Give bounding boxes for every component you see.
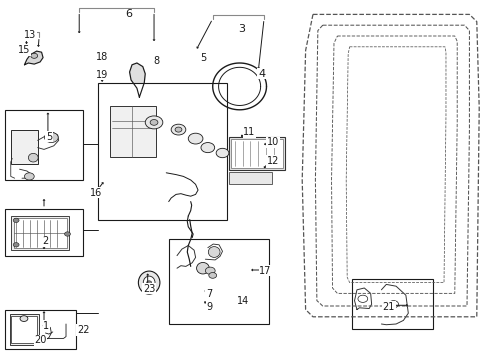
Ellipse shape [138, 271, 160, 294]
Bar [11, 216, 69, 250]
Text: 12: 12 [266, 156, 279, 166]
Ellipse shape [13, 218, 19, 222]
Text: 20: 20 [34, 335, 47, 345]
Ellipse shape [143, 276, 155, 289]
Ellipse shape [216, 148, 228, 158]
Ellipse shape [44, 132, 58, 143]
Ellipse shape [188, 133, 203, 144]
Ellipse shape [175, 127, 182, 132]
Polygon shape [177, 246, 195, 268]
Ellipse shape [357, 295, 367, 302]
Text: 2: 2 [42, 236, 48, 246]
Text: 23: 23 [142, 284, 155, 294]
Text: 5: 5 [200, 53, 205, 63]
Text: 8: 8 [153, 56, 159, 66]
Polygon shape [24, 51, 43, 65]
Text: 10: 10 [266, 137, 279, 147]
Ellipse shape [201, 143, 214, 153]
Bar [168, 239, 268, 324]
Text: 18: 18 [95, 51, 108, 62]
Bar [110, 106, 156, 157]
Text: 17: 17 [259, 266, 271, 276]
Ellipse shape [146, 281, 151, 284]
Text: 19: 19 [95, 69, 108, 80]
Text: 15: 15 [18, 45, 31, 55]
Bar [5, 310, 76, 349]
Ellipse shape [20, 316, 28, 321]
Ellipse shape [196, 262, 209, 274]
Bar [351, 279, 432, 329]
Ellipse shape [150, 120, 158, 125]
Bar [228, 172, 271, 184]
Bar [231, 139, 282, 168]
Bar [5, 110, 83, 180]
Bar [11, 130, 38, 164]
Bar [10, 314, 39, 345]
Text: 1: 1 [43, 321, 49, 331]
Ellipse shape [145, 116, 163, 129]
Ellipse shape [28, 153, 38, 162]
Text: 6: 6 [125, 9, 132, 19]
Ellipse shape [205, 267, 215, 274]
Bar [98, 83, 227, 220]
Ellipse shape [208, 247, 220, 257]
Text: 11: 11 [243, 127, 255, 138]
Text: 3: 3 [238, 24, 245, 34]
Text: 14: 14 [236, 296, 249, 306]
Ellipse shape [24, 173, 34, 180]
Text: 22: 22 [77, 325, 89, 335]
Text: 16: 16 [90, 188, 102, 198]
Bar [5, 209, 83, 256]
Text: 21: 21 [382, 302, 394, 312]
Text: 5: 5 [46, 132, 52, 142]
Ellipse shape [13, 243, 19, 247]
Ellipse shape [31, 53, 38, 58]
Polygon shape [354, 288, 371, 310]
Ellipse shape [388, 301, 398, 308]
Bar [14, 218, 66, 248]
Ellipse shape [171, 124, 185, 135]
Text: 13: 13 [24, 30, 37, 40]
Ellipse shape [64, 232, 70, 236]
Text: 4: 4 [258, 69, 264, 79]
Polygon shape [129, 63, 145, 97]
Bar [11, 316, 37, 343]
Text: 9: 9 [206, 302, 212, 312]
Bar [228, 137, 285, 170]
Polygon shape [381, 284, 407, 325]
Ellipse shape [208, 273, 216, 278]
Text: 7: 7 [206, 289, 212, 300]
